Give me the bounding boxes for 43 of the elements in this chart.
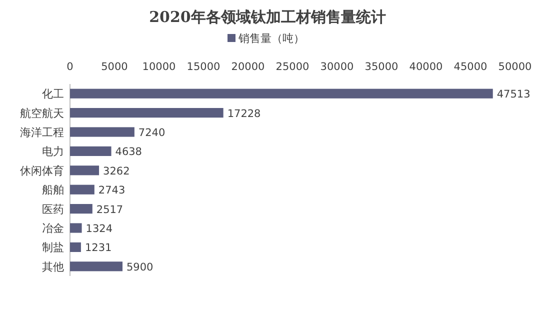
x-tick-label: 50000: [498, 61, 532, 73]
data-label: 5900: [126, 261, 154, 274]
x-tick-label: 0: [66, 61, 74, 73]
y-tick-label: 航空航天: [20, 106, 64, 120]
x-tick-label: 40000: [409, 61, 443, 73]
y-tick-label: 海洋工程: [20, 126, 64, 139]
x-tick-label: 15000: [186, 61, 220, 73]
bar: [70, 108, 224, 118]
data-label: 47513: [496, 88, 530, 101]
data-label: 2517: [96, 204, 124, 216]
data-label: 17228: [227, 108, 261, 120]
bar: [70, 184, 94, 194]
x-tick-label: 25000: [276, 61, 310, 73]
x-tick-label: 45000: [454, 61, 488, 73]
data-label: 4638: [115, 146, 142, 158]
data-label: 2743: [98, 184, 126, 197]
y-tick-label: 医药: [42, 202, 64, 216]
y-tick-label: 休闲体育: [20, 164, 64, 178]
chart-title: 2020年各领域钛加工材销售量统计: [149, 8, 386, 26]
data-label: 1231: [84, 242, 112, 254]
data-label: 3262: [103, 165, 130, 178]
bar: [70, 204, 92, 214]
bar: [70, 166, 100, 176]
bar: [70, 242, 81, 252]
bar: [70, 88, 493, 98]
legend: 销售量（吨）: [228, 32, 304, 45]
x-tick-label: 10000: [142, 61, 176, 73]
y-tick-label: 化工: [42, 88, 64, 101]
x-tick-label: 35000: [364, 61, 398, 73]
y-tick-label: 电力: [42, 145, 64, 158]
bar: [70, 262, 123, 272]
y-tick-label: 制盐: [42, 241, 64, 254]
data-label: 7240: [138, 127, 166, 139]
y-tick-label: 船舶: [42, 184, 64, 197]
x-tick-label: 5000: [101, 61, 128, 73]
y-tick-label: 其他: [42, 260, 64, 274]
data-label: 1324: [86, 223, 113, 235]
x-tick-label: 20000: [231, 61, 265, 73]
bar: [70, 127, 134, 137]
y-tick-label: 冶金: [42, 222, 64, 235]
x-tick-label: 30000: [320, 61, 354, 73]
bar: [70, 223, 82, 233]
bar: [70, 146, 112, 156]
